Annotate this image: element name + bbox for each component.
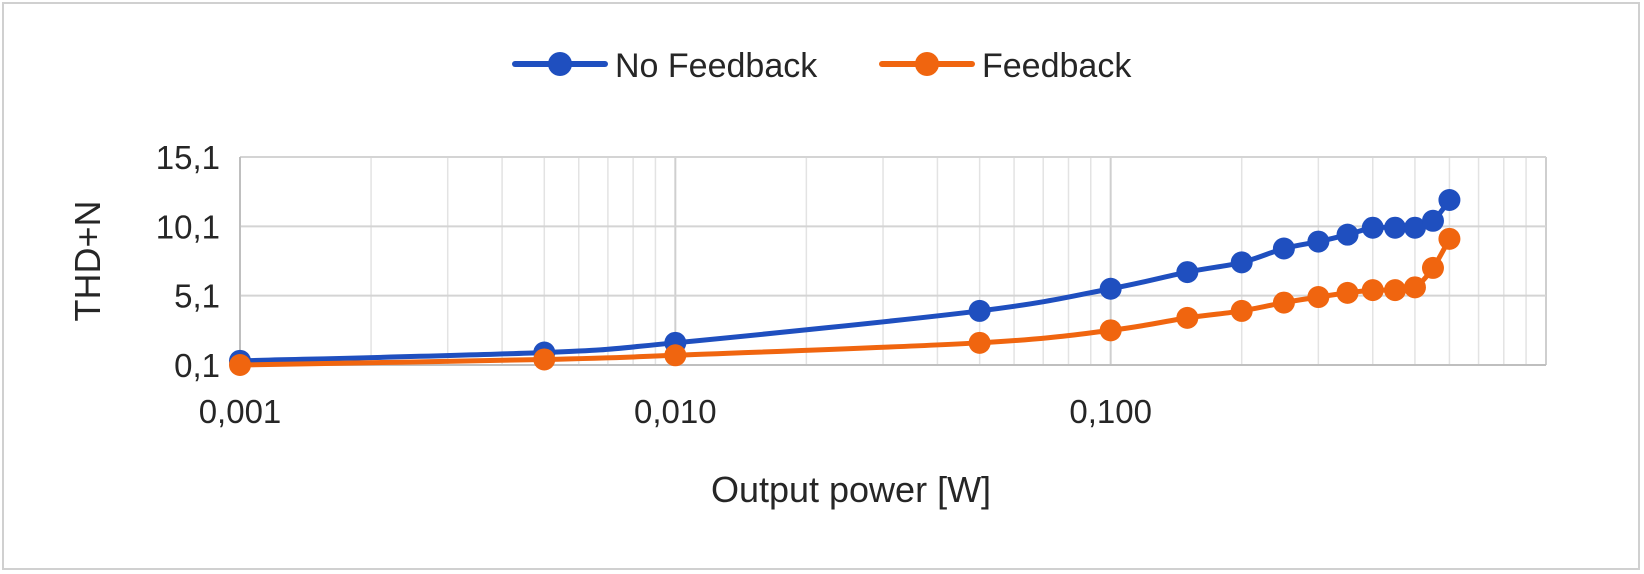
data-point-no-feedback <box>1099 277 1122 300</box>
x-tick-label: 0,001 <box>199 393 282 430</box>
legend-item-feedback: Feedback <box>879 47 1132 85</box>
x-tick-label: 0,010 <box>634 393 717 430</box>
legend-swatch-marker-feedback <box>915 52 939 76</box>
data-point-no-feedback <box>1230 251 1253 274</box>
data-point-feedback <box>533 348 556 371</box>
data-point-feedback <box>664 344 687 367</box>
legend-label-feedback: Feedback <box>982 47 1132 85</box>
y-tick-label: 0,1 <box>174 347 220 384</box>
series-no-feedback <box>229 188 1461 372</box>
x-axis-title: Output power [W] <box>711 469 991 510</box>
data-point-feedback <box>1272 291 1295 314</box>
data-point-feedback <box>1336 281 1359 304</box>
major-gridlines <box>239 156 1547 366</box>
data-point-no-feedback <box>1403 216 1426 239</box>
legend-item-no-feedback: No Feedback <box>512 47 818 85</box>
data-point-no-feedback <box>1272 237 1295 260</box>
data-point-feedback <box>1421 256 1444 279</box>
data-point-no-feedback <box>968 299 991 322</box>
series-line-no-feedback <box>237 197 1452 364</box>
y-axis-title: THD+N <box>67 200 108 321</box>
data-point-feedback <box>229 354 251 376</box>
series-layer <box>229 188 1461 376</box>
data-point-no-feedback <box>1307 230 1330 253</box>
axes <box>239 157 1546 366</box>
data-point-no-feedback <box>1336 223 1359 246</box>
data-point-feedback <box>1230 299 1253 322</box>
legend-label-no-feedback: No Feedback <box>615 47 818 85</box>
data-point-no-feedback <box>1361 216 1384 239</box>
y-tick-label: 15,1 <box>156 139 220 176</box>
data-point-no-feedback <box>1421 209 1444 232</box>
x-tick-label: 0,100 <box>1069 393 1152 430</box>
data-point-no-feedback <box>1176 261 1199 284</box>
data-point-feedback <box>1361 279 1384 302</box>
data-point-feedback <box>1384 279 1407 302</box>
data-point-feedback <box>968 331 991 354</box>
data-point-no-feedback <box>1384 216 1407 239</box>
series-line-feedback <box>237 236 1452 368</box>
data-point-no-feedback <box>1438 188 1461 211</box>
data-point-feedback <box>1438 227 1461 250</box>
series-feedback <box>229 227 1461 376</box>
data-point-feedback <box>1099 319 1122 342</box>
y-tick-label: 10,1 <box>156 208 220 245</box>
legend-swatch-marker-no-feedback <box>548 52 572 76</box>
data-point-feedback <box>1403 276 1426 299</box>
minor-gridlines <box>370 157 1527 365</box>
legend: No Feedback Feedback <box>512 47 1132 85</box>
tick-labels: 0,001 0,010 0,100 0,1 5,1 10,1 15,1 <box>156 139 1152 430</box>
y-tick-label: 5,1 <box>174 278 220 315</box>
data-point-feedback <box>1307 286 1330 309</box>
data-point-feedback <box>1176 306 1199 329</box>
